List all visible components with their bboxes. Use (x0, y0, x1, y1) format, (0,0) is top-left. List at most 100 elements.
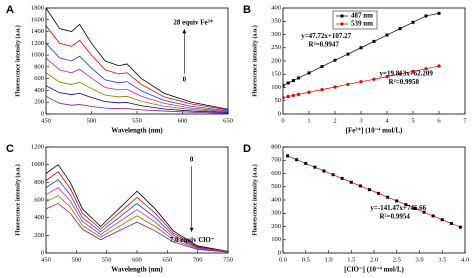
panel-label: D (243, 143, 251, 155)
y-tick-label: 1000 (31, 161, 44, 168)
x-tick-label: 650 (223, 117, 233, 124)
point (313, 165, 317, 169)
point (359, 46, 363, 50)
x-axis-label: [ClO⁻] (10⁻⁴ mol/L) (344, 266, 404, 274)
spectrum-line (46, 187, 228, 253)
legend-marker (340, 22, 344, 26)
point (349, 180, 353, 184)
y-tick-label: 100 (271, 84, 281, 91)
y-tick-label: 200 (34, 232, 44, 239)
x-tick-label: 550 (132, 117, 142, 124)
point (411, 20, 415, 24)
point (286, 81, 290, 85)
point (458, 225, 462, 229)
point (320, 65, 324, 69)
annotation: R²=0.9958 (389, 78, 420, 86)
y-tick-label: 1400 (31, 28, 44, 35)
x-tick-label: 2.0 (370, 256, 378, 263)
point (372, 77, 376, 81)
spectrum-line (46, 85, 228, 113)
point (385, 33, 389, 37)
point (295, 158, 299, 162)
point (424, 14, 428, 18)
point (422, 210, 426, 214)
y-tick-label: 0 (41, 110, 44, 117)
y-tick-label: 1000 (31, 52, 44, 59)
legend-box (332, 10, 378, 30)
x-tick-label: 2 (333, 117, 336, 124)
y-tick-label: 150 (271, 71, 281, 78)
y-tick-label: 300 (271, 31, 281, 38)
x-axis-label: Wavelength (nm) (111, 266, 163, 274)
point (437, 11, 441, 15)
point (395, 199, 399, 203)
point (449, 221, 453, 225)
spectrum-line (46, 203, 228, 253)
plot-frame (45, 7, 229, 115)
annotation: y=-141.47x+746.66 (370, 204, 426, 212)
x-tick-label: 0.0 (279, 256, 287, 263)
x-tick-label: 550 (102, 256, 112, 263)
point (367, 188, 371, 192)
x-tick-label: 600 (132, 256, 142, 263)
point (297, 92, 301, 96)
point (359, 80, 363, 84)
x-tick-label: 3.0 (415, 256, 423, 263)
point (411, 69, 415, 73)
x-axis-label: [Fe³⁺] (10⁻⁴ mol/L) (346, 127, 403, 135)
point (413, 206, 417, 210)
y-tick-label: 350 (271, 18, 281, 25)
point (307, 71, 311, 75)
point (358, 184, 362, 188)
spectrum-line (46, 164, 228, 252)
x-tick-label: 3.5 (438, 256, 446, 263)
y-tick-label: 250 (271, 44, 281, 51)
y-tick-label: 0 (41, 249, 44, 256)
point (307, 90, 311, 94)
x-tick-label: 500 (87, 117, 97, 124)
y-axis-label: Fluorescence intensity (a.u.) (251, 25, 258, 97)
y-tick-label: 1200 (31, 143, 44, 150)
plot-frame (45, 146, 229, 254)
x-tick-label: 5 (411, 117, 414, 124)
point (291, 93, 295, 98)
y-tick-label: 200 (271, 57, 281, 64)
y-axis-label: Fluorescence intensity (a.u.) (14, 25, 21, 97)
point (424, 67, 428, 71)
spectrum-line (46, 179, 228, 252)
panel-label: A (6, 4, 14, 16)
spectrum-line (46, 25, 228, 111)
plot-area (46, 164, 228, 253)
point (386, 195, 390, 199)
point (385, 75, 389, 79)
annotation: 0 (190, 155, 194, 163)
y-tick-label: 300 (271, 210, 281, 217)
spectrum-line (46, 8, 228, 110)
y-tick-label: 1200 (31, 40, 44, 47)
x-tick-label: 4.0 (461, 256, 469, 263)
annotation: 0 (183, 76, 187, 84)
panel: B [Fe³⁺] (10⁻⁴ mol/L) Fluorescence intensi… (243, 4, 467, 135)
x-tick-label: 6 (437, 117, 441, 124)
y-tick-label: 1600 (31, 16, 44, 23)
y-tick-label: 50 (275, 97, 282, 104)
panel: A Wavelength (nm) Fluorescence intensity (… (6, 4, 233, 135)
annotation: R²=0.9947 (308, 41, 339, 49)
plot-area (46, 8, 228, 114)
y-tick-label: 600 (34, 196, 44, 203)
point (346, 52, 350, 56)
point (291, 79, 295, 83)
y-tick-label: 500 (271, 183, 281, 190)
point (333, 58, 337, 62)
spectrum-line (46, 72, 228, 113)
y-tick-label: 200 (34, 99, 44, 106)
x-tick-label: 1 (307, 117, 310, 124)
legend-label: 539 nm (351, 20, 373, 28)
point (331, 173, 335, 177)
point (333, 85, 337, 89)
point (404, 203, 408, 207)
point (437, 64, 441, 68)
point (322, 169, 326, 173)
point (398, 72, 402, 76)
